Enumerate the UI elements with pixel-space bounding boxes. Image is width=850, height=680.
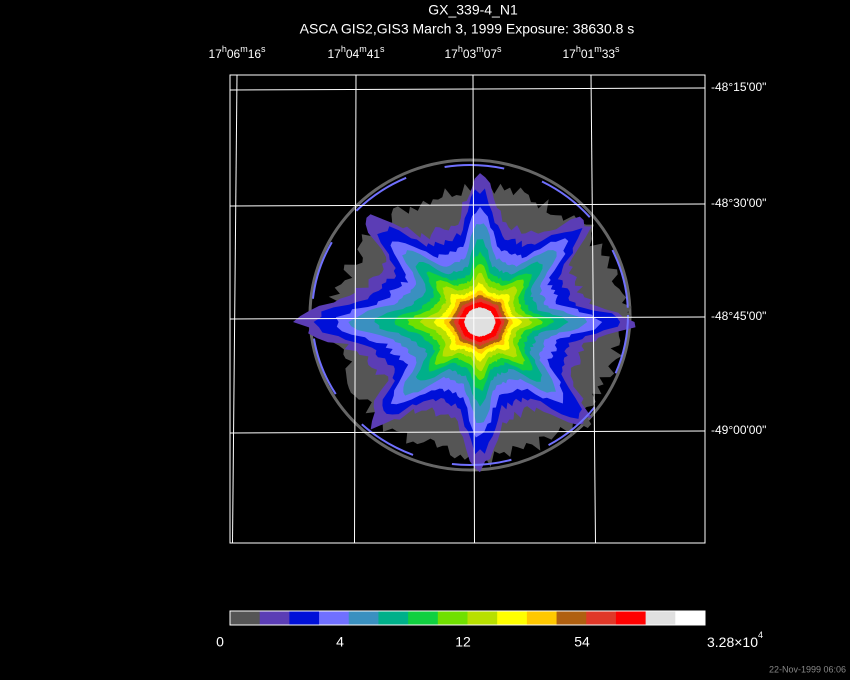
colorbar-max-label: 3.28×104 — [707, 630, 763, 649]
ra-unit: h — [341, 44, 346, 54]
ra-digits: 16 — [248, 47, 262, 61]
title: GX_339-4_N1 — [428, 2, 518, 18]
ra-label: 17h06m16s — [208, 44, 266, 61]
ra-grid-line — [472, 74, 475, 544]
dec-grid-line — [229, 87, 706, 91]
ra-unit: s — [497, 44, 502, 54]
ra-unit: h — [576, 44, 581, 54]
ra-grid-line — [354, 74, 357, 544]
ra-grid-line — [232, 74, 238, 544]
subtitle: ASCA GIS2,GIS3 March 3, 1999 Exposure: 3… — [300, 21, 635, 37]
coordinate-grid: 17h06m16s 17h04m41s 17h03m07s 17h01m33s-48°… — [208, 44, 766, 544]
ra-digits: 06 — [227, 47, 241, 61]
image-frame — [229, 74, 706, 544]
ra-digits: 07 — [484, 47, 498, 61]
ra-unit: s — [615, 44, 620, 54]
colorbar-segment — [437, 611, 468, 625]
dec-label: -48°15'00" — [711, 80, 766, 94]
colorbar-segment — [467, 611, 498, 625]
ra-label: 17h01m33s — [562, 44, 620, 61]
ra-label: 17h03m07s — [444, 44, 502, 61]
ra-grid-line — [590, 74, 596, 544]
colorbar-label: 0 — [216, 634, 224, 650]
colorbar-label: 4 — [336, 634, 344, 650]
colorbar-segment — [645, 611, 676, 625]
ra-digits: 03 — [463, 47, 477, 61]
colorbar-segment — [675, 611, 706, 625]
colorbar-label: 12 — [455, 634, 471, 650]
max-mantissa: 3.28×10 — [707, 634, 758, 650]
colorbar-segment — [586, 611, 617, 625]
dec-label: -48°45'00" — [711, 309, 766, 323]
colorbar-segment — [378, 611, 409, 625]
ra-unit: m — [240, 44, 248, 54]
colorbar-label: 54 — [574, 634, 590, 650]
ra-unit: s — [261, 44, 266, 54]
colorbar-segment — [526, 611, 558, 625]
ra-unit: m — [594, 44, 602, 54]
colorbar-segment — [408, 611, 439, 625]
ra-unit: h — [458, 44, 463, 54]
ra-digits: 17 — [208, 47, 222, 61]
ra-digits: 17 — [327, 47, 341, 61]
ra-digits: 41 — [367, 47, 381, 61]
ra-label: 17h04m41s — [327, 44, 385, 61]
intensity-contour — [464, 307, 496, 337]
ra-digits: 33 — [602, 47, 616, 61]
colorbar-segment — [556, 611, 587, 625]
timestamp: 22-Nov-1999 06:06 — [769, 664, 846, 674]
colorbar-segment — [319, 611, 350, 625]
dec-label: -48°30'00" — [711, 196, 766, 210]
colorbar-frame — [229, 610, 706, 626]
colorbar-segment — [289, 611, 320, 625]
ra-unit: m — [476, 44, 484, 54]
ra-digits: 17 — [444, 47, 458, 61]
colorbar-segment — [259, 611, 290, 625]
dec-label: -49°00'00" — [711, 423, 766, 437]
colorbar: 0 4 12 54 3.28×104 — [216, 610, 763, 650]
ra-digits: 17 — [562, 47, 576, 61]
colorbar-segment — [615, 611, 647, 625]
sky-image — [293, 158, 636, 473]
dec-grid-line — [229, 316, 706, 320]
ra-unit: h — [222, 44, 227, 54]
max-exponent: 4 — [758, 630, 763, 640]
colorbar-segment — [497, 611, 528, 625]
field-edge-bright — [311, 164, 629, 466]
ra-unit: m — [359, 44, 367, 54]
ra-digits: 01 — [581, 47, 595, 61]
dec-grid-line — [229, 203, 706, 207]
ra-unit: s — [380, 44, 385, 54]
ra-digits: 04 — [346, 47, 360, 61]
colorbar-segment — [230, 611, 261, 625]
dec-grid-line — [229, 430, 706, 434]
colorbar-segment — [348, 611, 379, 625]
